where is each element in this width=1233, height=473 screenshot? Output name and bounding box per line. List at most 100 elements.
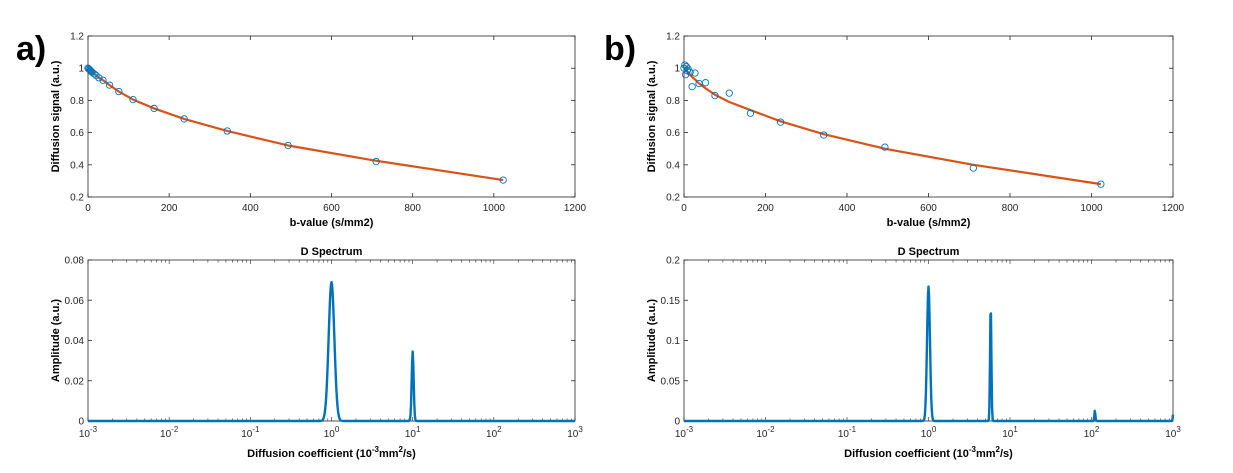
x-tick-label: 10-3	[675, 425, 694, 440]
data-point	[223, 127, 231, 135]
data-point	[85, 66, 94, 74]
x-tick-label: 400	[242, 203, 259, 214]
y-tick-label: 0.15	[661, 296, 681, 307]
y-tick-label: 0.8	[666, 96, 680, 107]
data-point	[691, 69, 699, 77]
data-point	[99, 76, 107, 84]
spectrum-line	[683, 285, 1175, 423]
b-spectrum-ylabel: Amplitude (a.u.)	[646, 299, 658, 382]
y-tick-label: 0.4	[70, 160, 84, 171]
x-tick-label: 101	[1002, 425, 1018, 440]
data-point	[499, 176, 507, 184]
data-point	[881, 143, 889, 151]
y-tick-label: 0.06	[65, 296, 85, 307]
fit-line	[87, 67, 504, 182]
y-tick-label: 1.2	[70, 32, 84, 43]
y-tick-label: 0.2	[666, 193, 680, 204]
y-tick-label: 0	[674, 417, 680, 428]
x-tick-label: 100	[324, 425, 340, 440]
x-tick-label: 0	[681, 203, 687, 214]
y-tick-label: 0.2	[666, 256, 680, 267]
a-spectrum-xlabel: Diffusion coefficient (10-3mm2/s)	[247, 445, 416, 460]
data-point	[776, 118, 785, 126]
data-point	[820, 131, 828, 139]
x-tick-label: 0	[85, 203, 91, 214]
b-spectrum-chart: 0 0.05 0.1 0.15 0.2 10-3 10-2 10-1 100 101 102 103 D…	[646, 246, 1181, 460]
x-tick-label: 103	[567, 425, 583, 440]
x-tick-label: 1200	[564, 203, 587, 214]
y-tick-label: 0.4	[666, 160, 680, 171]
data-point	[284, 141, 292, 150]
data-point	[105, 81, 114, 89]
y-tick-label: 0.05	[661, 376, 681, 387]
y-tick-label: 1	[674, 64, 680, 75]
b-spectrum-axes-box	[683, 259, 1174, 422]
y-tick-label: 1.2	[666, 32, 680, 43]
fit-line	[683, 67, 1102, 186]
y-tick-label: 0.6	[666, 128, 680, 139]
y-tick-label: 1	[78, 64, 84, 75]
b-signal-chart: 0.2 0.4 0.6 0.8 1 1.2 0 200 400 600 800 1000 1200 b-v…	[646, 32, 1185, 230]
x-tick-label: 600	[323, 203, 340, 214]
x-tick-label: 600	[920, 203, 937, 214]
x-tick-label: 103	[1165, 425, 1181, 440]
a-spectrum-ylabel: Amplitude (a.u.)	[50, 299, 62, 382]
x-tick-label: 101	[405, 425, 421, 440]
a-signal-chart: 0.2 0.4 0.6 0.8 1 1.2 0 200 400 600 800 1000 1200 b-v…	[50, 32, 587, 230]
data-point	[90, 70, 98, 78]
data-point	[711, 91, 719, 100]
y-tick-label: 0	[78, 417, 84, 428]
b-spectrum-xlabel: Diffusion coefficient (10-3mm2/s)	[844, 445, 1013, 460]
a-signal-ylabel: Diffusion signal (a.u.)	[50, 60, 62, 172]
data-point	[1097, 180, 1105, 188]
x-tick-label: 10-2	[756, 425, 775, 440]
x-tick-label: 400	[839, 203, 856, 214]
data-point	[725, 89, 733, 97]
x-tick-label: 102	[486, 425, 502, 440]
panel-label-a: a)	[16, 30, 47, 68]
data-point	[746, 109, 755, 117]
b-signal-axes-box	[683, 35, 1174, 198]
x-tick-label: 200	[757, 203, 774, 214]
spectrum-line	[87, 280, 576, 423]
data-point	[180, 115, 188, 123]
b-signal-ylabel: Diffusion signal (a.u.)	[646, 60, 658, 172]
a-signal-axes-box	[87, 35, 576, 198]
a-spectrum-title: D Spectrum	[301, 246, 363, 258]
panel-label-b: b)	[604, 30, 637, 68]
a-spectrum-chart: 0 0.02 0.04 0.06 0.08 10-3 10-2 10-1 100 101 102 10…	[50, 246, 583, 460]
x-tick-label: 800	[404, 203, 421, 214]
data-point	[686, 68, 694, 76]
y-tick-label: 0.08	[65, 256, 85, 267]
x-tick-label: 800	[1002, 203, 1019, 214]
data-point	[969, 164, 977, 172]
data-point	[682, 62, 691, 71]
x-tick-label: 100	[921, 425, 937, 440]
x-tick-label: 1000	[483, 203, 506, 214]
y-tick-label: 0.1	[666, 336, 680, 347]
data-point	[115, 87, 123, 96]
y-tick-label: 0.8	[70, 96, 84, 107]
data-point	[688, 83, 696, 91]
data-point	[129, 95, 137, 104]
x-tick-label: 1200	[1162, 203, 1185, 214]
data-point	[372, 157, 380, 166]
b-signal-xlabel: b-value (s/mm2)	[887, 217, 971, 229]
x-tick-label: 102	[1084, 425, 1100, 440]
y-tick-label: 0.2	[70, 193, 84, 204]
y-tick-label: 0.6	[70, 128, 84, 139]
y-tick-label: 0.04	[65, 336, 85, 347]
x-tick-label: 10-3	[79, 425, 98, 440]
x-tick-label: 10-1	[838, 425, 857, 440]
data-point	[150, 104, 158, 113]
data-point	[95, 74, 103, 82]
x-tick-label: 1000	[1080, 203, 1103, 214]
x-tick-label: 10-1	[241, 425, 260, 440]
y-tick-label: 0.02	[65, 376, 85, 387]
data-point	[701, 79, 710, 87]
a-signal-xlabel: b-value (s/mm2)	[290, 217, 374, 229]
x-tick-label: 200	[161, 203, 178, 214]
x-tick-label: 10-2	[160, 425, 179, 440]
b-spectrum-title: D Spectrum	[898, 246, 960, 258]
